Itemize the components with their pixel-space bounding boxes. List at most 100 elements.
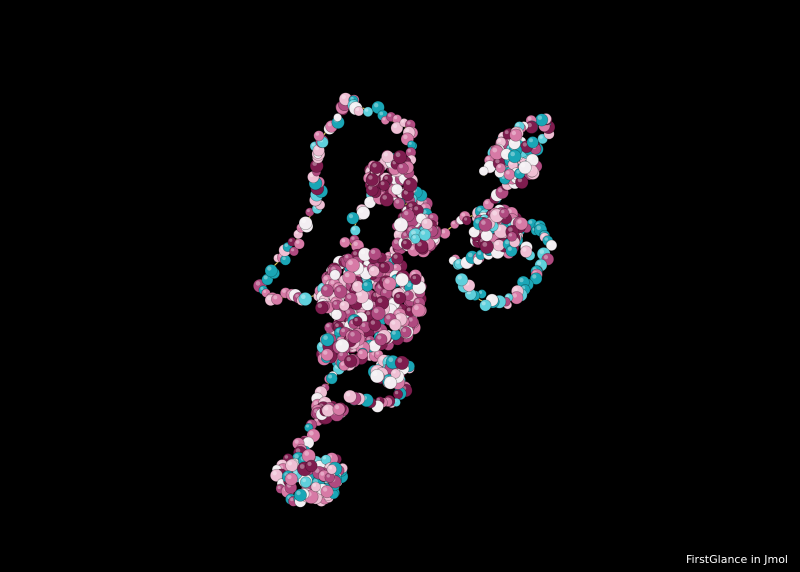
atom-highlight [536, 225, 541, 230]
atom-highlight [344, 272, 350, 278]
molecule-spacefill[interactable] [252, 92, 558, 508]
atom-highlight [528, 155, 533, 161]
atom-sphere [390, 121, 404, 135]
atom-highlight [520, 163, 526, 168]
atom-sphere [391, 183, 403, 196]
atom-sphere [402, 177, 418, 193]
atom-sphere [298, 292, 313, 306]
atom-highlight [517, 177, 523, 183]
atom-highlight [368, 185, 373, 190]
atom-highlight [528, 220, 533, 224]
atom-highlight [354, 317, 358, 322]
atom-highlight [457, 275, 462, 280]
atom-highlight [260, 286, 264, 291]
atom-highlight [301, 218, 307, 224]
atom-highlight [512, 293, 517, 298]
atom-highlight [548, 241, 552, 246]
atom-highlight [527, 122, 532, 128]
atom-sphere [370, 369, 385, 384]
atom-highlight [497, 138, 502, 143]
atom-sphere [529, 272, 543, 285]
atom-highlight [278, 480, 282, 484]
atom-highlight [328, 374, 333, 379]
atom-highlight [497, 164, 501, 168]
atom-highlight [508, 233, 513, 237]
atom-highlight [313, 394, 318, 399]
atom-sphere [400, 326, 412, 338]
atom-highlight [340, 362, 345, 366]
atom-highlight [502, 150, 507, 155]
atom-sphere [370, 305, 386, 321]
atom-sphere [343, 389, 357, 404]
atom-highlight [299, 464, 305, 469]
atom-highlight [273, 295, 278, 300]
atom-highlight [382, 289, 387, 294]
atom-sphere [352, 316, 363, 327]
atom-highlight [464, 217, 468, 221]
atom-sphere [368, 247, 382, 261]
atom-highlight [480, 167, 484, 172]
atom-highlight [360, 249, 366, 255]
atom-highlight [346, 294, 352, 299]
atom-highlight [331, 271, 336, 275]
atom-highlight [366, 337, 371, 341]
atom-sphere [325, 372, 338, 385]
atom-highlight [372, 163, 377, 168]
atom-highlight [527, 116, 532, 121]
atom-highlight [396, 314, 401, 320]
atom-sphere [369, 160, 383, 175]
atom-sphere [379, 192, 394, 207]
atom-highlight [403, 240, 407, 245]
atom-highlight [415, 299, 420, 304]
atom-highlight [323, 286, 328, 291]
atom-sphere [333, 113, 342, 122]
atom-sphere [378, 261, 390, 274]
atom-sphere [313, 130, 325, 142]
atom-sphere [271, 293, 283, 306]
atom-highlight [334, 114, 338, 118]
atom-highlight [399, 164, 403, 169]
atom-highlight [532, 274, 537, 279]
atom-highlight [295, 448, 301, 453]
atom-highlight [484, 200, 489, 205]
atom-sphere [410, 273, 422, 286]
atom-sphere [393, 291, 407, 305]
atom-highlight [359, 208, 364, 213]
atom-highlight [397, 275, 403, 280]
atom-sphere [368, 265, 380, 277]
atom-highlight [395, 199, 400, 204]
atom-highlight [380, 181, 385, 186]
atom-sphere [392, 150, 407, 165]
atom-highlight [481, 220, 486, 225]
atom-highlight [295, 230, 299, 235]
atom-highlight [255, 281, 261, 286]
atom-highlight [301, 294, 306, 300]
atom-highlight [293, 470, 298, 475]
atom-sphere [382, 276, 397, 291]
atom-sphere [346, 211, 360, 225]
atom-highlight [394, 390, 399, 395]
atom-sphere [410, 233, 421, 244]
atom-highlight [539, 249, 545, 254]
atom-highlight [499, 133, 504, 138]
atom-highlight [322, 456, 327, 460]
atom-highlight [408, 141, 412, 145]
atom-highlight [402, 328, 407, 333]
atom-highlight [353, 241, 358, 246]
atom-highlight [412, 275, 417, 280]
atom-sphere [344, 292, 358, 306]
atom-highlight [411, 230, 416, 236]
atom-highlight [380, 263, 385, 268]
atom-highlight [363, 282, 368, 287]
atom-highlight [529, 138, 533, 143]
atom-highlight [289, 238, 293, 242]
atom-sphere [389, 329, 402, 341]
atom-highlight [294, 454, 299, 459]
atom-highlight [506, 294, 510, 298]
atom-sphere [326, 464, 337, 475]
atom-highlight [390, 299, 395, 304]
atom-sphere [284, 472, 298, 486]
atom-highlight [412, 235, 416, 239]
atom-sphere [298, 216, 313, 230]
